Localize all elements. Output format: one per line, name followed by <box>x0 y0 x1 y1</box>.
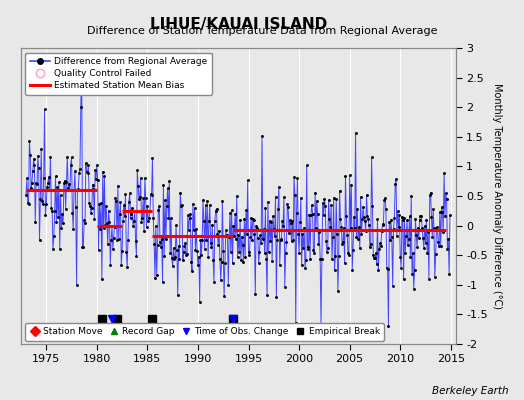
Title: LIHUE/KAUAI ISLAND: LIHUE/KAUAI ISLAND <box>150 16 327 32</box>
Legend: Station Move, Record Gap, Time of Obs. Change, Empirical Break: Station Move, Record Gap, Time of Obs. C… <box>26 323 384 341</box>
Y-axis label: Monthly Temperature Anomaly Difference (°C): Monthly Temperature Anomaly Difference (… <box>492 83 502 309</box>
Text: Difference of Station Temperature Data from Regional Average: Difference of Station Temperature Data f… <box>87 26 437 36</box>
Text: Berkeley Earth: Berkeley Earth <box>432 386 508 396</box>
